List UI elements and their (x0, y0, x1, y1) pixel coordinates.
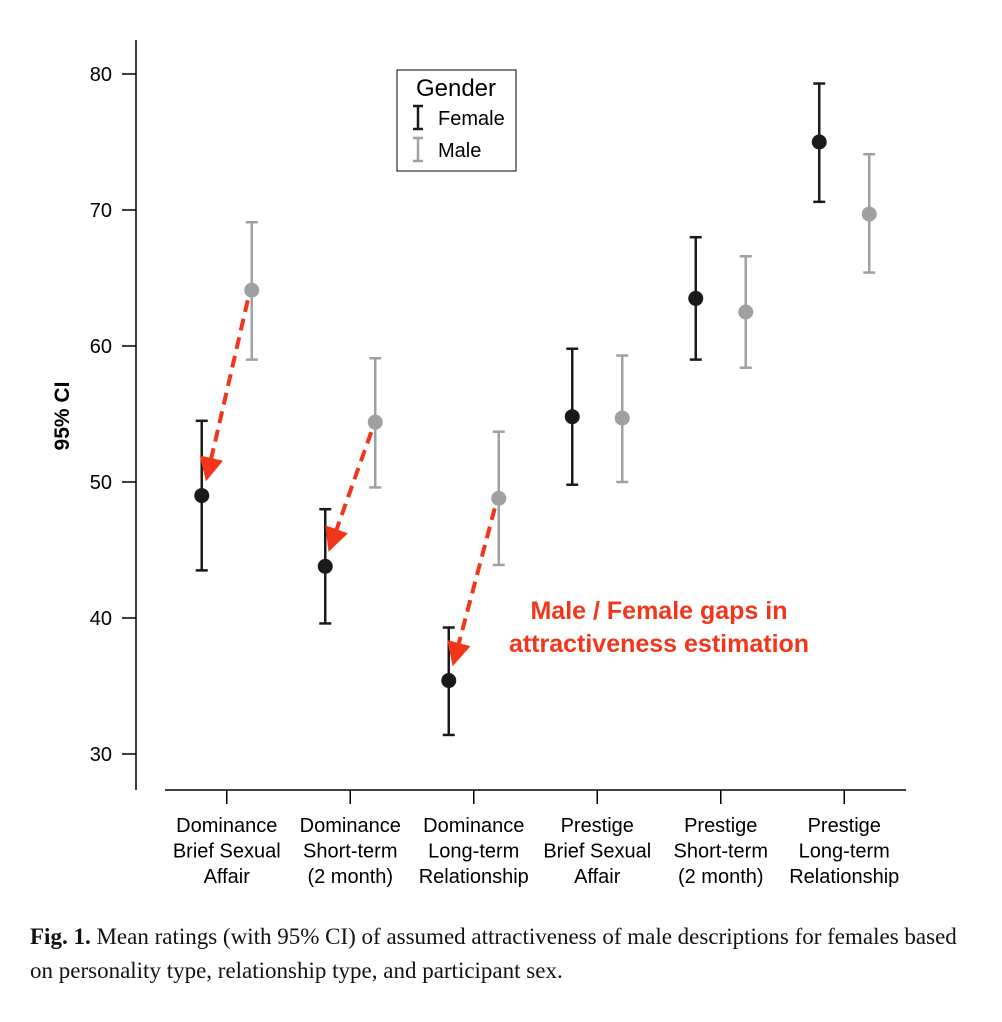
series-male (244, 152, 877, 567)
male-1-point (367, 414, 383, 430)
y-tick-label-60: 60 (90, 336, 112, 358)
annotation-line-2: attractiveness estimation (509, 630, 809, 658)
y-axis-label: 95% CI (51, 382, 74, 451)
x-tick-label-0: Dominance Brief Sexual Affair (173, 815, 281, 888)
x-tick-label-3: Prestige Brief Sexual Affair (543, 815, 651, 888)
series-layer (194, 82, 877, 737)
male-3-point (614, 410, 630, 426)
y-tick-label-70: 70 (90, 200, 112, 222)
female-2-point (441, 673, 457, 689)
gap-arrow-2 (447, 507, 497, 667)
female-0-point (194, 488, 210, 504)
y-tick-label-50: 50 (90, 472, 112, 494)
y-tick-label-30: 30 (90, 744, 112, 766)
series-female (194, 82, 827, 737)
legend-male-icon (413, 136, 423, 163)
legend: Gender Female Male (396, 69, 517, 172)
x-tick-label-2: Dominance Long-term Relationship (419, 815, 529, 888)
legend-female-label: Female (438, 108, 505, 130)
male-2-point (491, 490, 507, 506)
y-axis: 30 40 50 60 70 80 (90, 40, 137, 790)
y-tick-label-80: 80 (90, 64, 112, 86)
annotation-arrows (199, 299, 497, 667)
male-4-point (738, 304, 754, 320)
caption-text: Mean ratings (with 95% CI) of assumed at… (30, 924, 957, 983)
male-0-point (244, 282, 260, 298)
y-tick-label-40: 40 (90, 608, 112, 630)
legend-male-label: Male (438, 140, 481, 162)
x-axis: Dominance Brief Sexual Affair Dominance Shor… (165, 789, 906, 888)
chart: 30 40 50 60 70 80 Dominance Brief Sexual Affair… (51, 40, 906, 888)
annotation-text: Male / Female gaps in attractiveness est… (509, 597, 809, 658)
female-1-point (317, 558, 333, 574)
female-4-point (688, 290, 704, 306)
caption-label: Fig. 1. (30, 924, 91, 949)
gap-arrow-1 (325, 431, 374, 552)
figure-caption: Fig. 1. Mean ratings (with 95% CI) of as… (30, 920, 980, 988)
gap-arrow-0 (199, 299, 250, 482)
x-tick-label-4: Prestige Short-term (2 month) (674, 815, 768, 888)
legend-female-icon (413, 104, 423, 131)
x-tick-label-1: Dominance Short-term (2 month) (300, 815, 401, 888)
legend-title: Gender (416, 75, 496, 102)
x-tick-label-5: Prestige Long-term Relationship (789, 815, 899, 888)
female-5-point (811, 134, 827, 150)
male-5-point (861, 206, 877, 222)
annotation-line-1: Male / Female gaps in (530, 597, 787, 625)
female-3-point (564, 409, 580, 425)
